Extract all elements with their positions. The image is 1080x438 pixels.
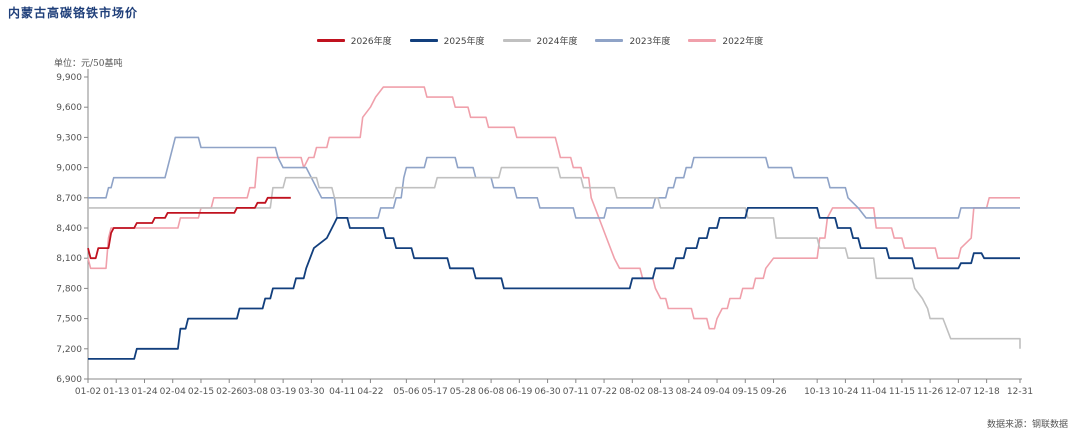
x-tick-label: 10-13 bbox=[804, 387, 830, 397]
y-tick-label: 7,500 bbox=[56, 315, 82, 325]
y-tick-label: 7,200 bbox=[56, 345, 82, 355]
series-layer bbox=[87, 86, 1021, 360]
x-tick-label: 03-30 bbox=[298, 387, 324, 397]
x-tick-label: 05-17 bbox=[422, 387, 448, 397]
data-source-note: 数据来源：钢联数据 bbox=[986, 420, 1068, 430]
y-tick-label: 6,900 bbox=[56, 375, 82, 385]
x-tick-label: 03-08 bbox=[242, 387, 268, 397]
legend-swatch bbox=[688, 39, 717, 42]
x-tick-label: 09-15 bbox=[732, 387, 758, 397]
series-line-3 bbox=[88, 166, 1021, 349]
x-tick-label: 12-31 bbox=[1007, 387, 1033, 397]
x-tick-label: 01-13 bbox=[103, 387, 129, 397]
x-tick-label: 03-19 bbox=[270, 387, 296, 397]
x-tick-label: 09-26 bbox=[760, 387, 786, 397]
y-tick-label: 8,400 bbox=[56, 224, 82, 234]
x-tick-label: 05-06 bbox=[393, 387, 419, 397]
x-tick-label: 05-28 bbox=[450, 387, 476, 397]
y-tick-label: 9,600 bbox=[56, 103, 82, 113]
axes: 6,900 7,200 7,500 7,800 8,100 8,400 8,700 9,000… bbox=[56, 69, 1033, 397]
x-tick-label: 01-24 bbox=[131, 387, 157, 397]
x-tick-label: 11-04 bbox=[861, 387, 887, 397]
legend-item-1[interactable]: 2026年度 bbox=[315, 34, 394, 47]
x-tick-label: 04-22 bbox=[357, 387, 383, 397]
legend-label: 2026年度 bbox=[350, 37, 392, 47]
x-tick-label: 08-24 bbox=[676, 387, 702, 397]
x-tick-label: 06-19 bbox=[506, 387, 532, 397]
legend-item-3[interactable]: 2024年度 bbox=[501, 34, 580, 47]
legend-label: 2023年度 bbox=[629, 37, 671, 47]
x-tick-label: 07-11 bbox=[563, 387, 589, 397]
y-tick-label: 9,000 bbox=[56, 164, 82, 174]
legend-swatch bbox=[409, 39, 438, 42]
x-tick-label: 11-15 bbox=[889, 387, 915, 397]
legend: 2026年度 2025年度 2024年度 2023年度 2022年度 bbox=[0, 34, 1080, 47]
x-tick-label: 09-04 bbox=[704, 387, 730, 397]
series-line-4 bbox=[88, 136, 1020, 219]
x-tick-label: 12-07 bbox=[945, 387, 971, 397]
series-line-1 bbox=[87, 196, 291, 260]
x-tick-label: 02-04 bbox=[160, 387, 186, 397]
legend-item-5[interactable]: 2022年度 bbox=[686, 34, 765, 47]
legend-swatch bbox=[595, 39, 624, 42]
x-tick-label: 08-13 bbox=[647, 387, 673, 397]
series-line-2 bbox=[88, 207, 1020, 360]
y-tick-label: 9,300 bbox=[56, 133, 82, 143]
x-tick-label: 10-24 bbox=[832, 387, 858, 397]
legend-label: 2025年度 bbox=[443, 37, 485, 47]
x-tick-label: 06-30 bbox=[535, 387, 561, 397]
y-tick-label: 8,100 bbox=[56, 254, 82, 264]
x-tick-label: 08-02 bbox=[619, 387, 645, 397]
x-tick-label: 07-22 bbox=[591, 387, 617, 397]
x-tick-label: 01-02 bbox=[75, 387, 101, 397]
y-tick-label: 9,900 bbox=[56, 73, 82, 83]
legend-item-2[interactable]: 2025年度 bbox=[408, 34, 487, 47]
legend-label: 2024年度 bbox=[536, 37, 578, 47]
x-tick-label: 11-26 bbox=[917, 387, 943, 397]
x-tick-label: 02-26 bbox=[216, 387, 242, 397]
legend-label: 2022年度 bbox=[722, 37, 764, 47]
legend-swatch bbox=[502, 39, 531, 42]
y-tick-label: 8,700 bbox=[56, 194, 82, 204]
y-tick-label: 7,800 bbox=[56, 284, 82, 294]
legend-swatch bbox=[316, 39, 345, 42]
chart-title: 内蒙古高碳铬铁市场价 bbox=[8, 6, 139, 20]
x-tick-label: 06-08 bbox=[478, 387, 504, 397]
y-axis-unit-label: 单位：元/50基吨 bbox=[54, 59, 123, 69]
x-tick-label: 12-18 bbox=[974, 387, 1000, 397]
x-tick-label: 04-11 bbox=[329, 387, 355, 397]
x-tick-label: 02-15 bbox=[188, 387, 214, 397]
legend-item-4[interactable]: 2023年度 bbox=[593, 34, 672, 47]
